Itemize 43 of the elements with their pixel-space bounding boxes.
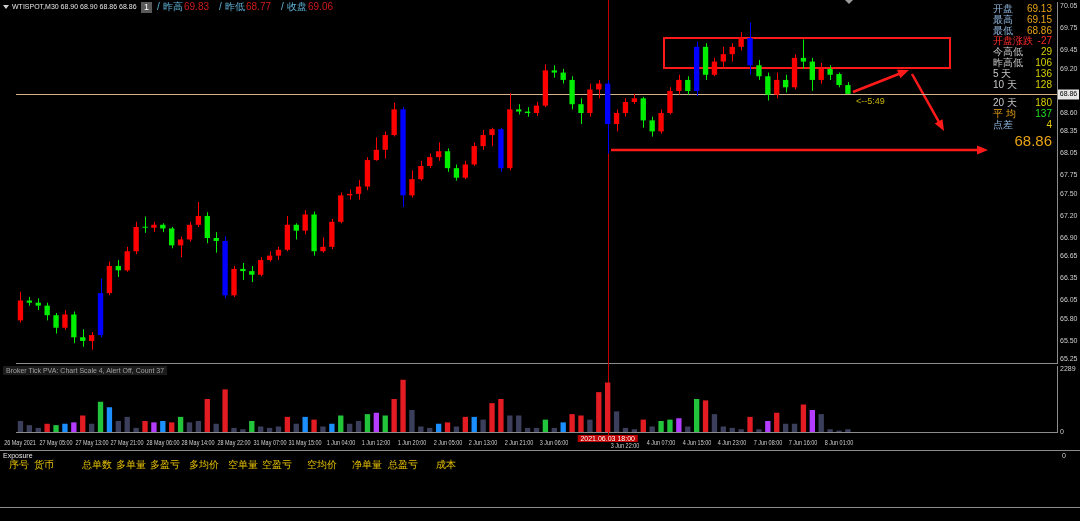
annotation: 69.83 (184, 1, 210, 12)
annotation: 10 天 (993, 78, 1017, 90)
annotation: 180 (1035, 97, 1052, 108)
text: 多盈亏 (150, 459, 180, 470)
annotation: 平 均 (993, 108, 1016, 119)
annotation: / 昨高 (157, 1, 183, 12)
annotation: 68.86 (1014, 132, 1052, 149)
annotation: 128 (1035, 78, 1052, 90)
annotation: 136 (1035, 67, 1052, 79)
text: 货币 (34, 459, 54, 470)
text: 净单量 (352, 459, 382, 470)
annotation: / 昨低 (219, 1, 245, 12)
annotation: 1 (141, 2, 153, 13)
text: 总盈亏 (388, 459, 418, 470)
annotation: 开盘 (993, 3, 1013, 14)
annotation: 69.06 (308, 1, 334, 12)
text: 空单量 (228, 459, 258, 470)
annotation: 今高低 (993, 46, 1023, 58)
text: 空盈亏 (262, 459, 292, 470)
text: 总单数 (82, 459, 112, 470)
annotation: 29 (1040, 46, 1052, 58)
text: 多单量 (116, 459, 146, 470)
annotation: 106 (1035, 57, 1052, 68)
annotation: 点差 (993, 119, 1013, 130)
annotation: 最高 (993, 13, 1013, 25)
annotation: 20 天 (993, 97, 1017, 108)
annotation: <--5:49 (856, 96, 885, 106)
text: 空均价 (307, 459, 337, 470)
annotation: -27 (1037, 35, 1052, 47)
annotation: 68.86 (1026, 24, 1052, 36)
annotation: 68.77 (246, 1, 272, 12)
annotation: 5 天 (993, 67, 1012, 79)
text: 多均价 (189, 459, 219, 470)
annotation: 开盘涨跌 (993, 35, 1033, 47)
annotation: 4 (1046, 119, 1052, 130)
annotation: / 收盘 (281, 1, 307, 12)
annotation: 最低 (993, 24, 1013, 36)
annotation: 昨高低 (993, 57, 1023, 68)
annotation: 69.13 (1026, 3, 1052, 14)
text: 序号 (9, 459, 29, 470)
annotation: 137 (1035, 108, 1052, 119)
text: 成本 (436, 459, 456, 470)
annotation: 69.15 (1026, 13, 1052, 25)
